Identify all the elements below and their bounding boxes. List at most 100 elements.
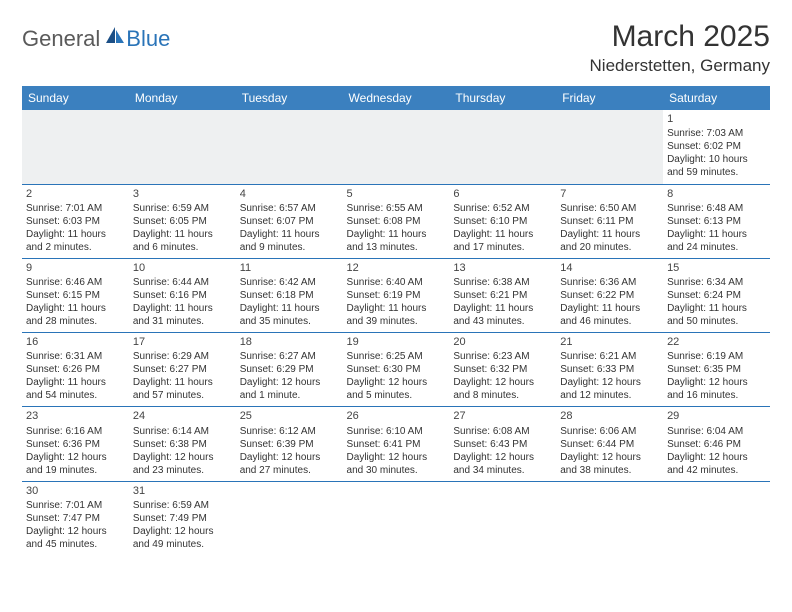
calendar-day-cell: 7Sunrise: 6:50 AMSunset: 6:11 PMDaylight…: [556, 184, 663, 258]
calendar-day-cell: 13Sunrise: 6:38 AMSunset: 6:21 PMDayligh…: [449, 258, 556, 332]
calendar-day-cell: 9Sunrise: 6:46 AMSunset: 6:15 PMDaylight…: [22, 258, 129, 332]
day-number: 4: [240, 187, 339, 201]
sunset-text: Sunset: 6:36 PM: [26, 438, 125, 451]
daylight-text: Daylight: 11 hours: [26, 302, 125, 315]
daylight-text: and 24 minutes.: [667, 241, 766, 254]
sunrise-text: Sunrise: 6:50 AM: [560, 202, 659, 215]
daylight-text: Daylight: 12 hours: [347, 376, 446, 389]
calendar-day-cell: [556, 110, 663, 184]
daylight-text: and 35 minutes.: [240, 315, 339, 328]
sunrise-text: Sunrise: 6:29 AM: [133, 350, 232, 363]
sunrise-text: Sunrise: 6:57 AM: [240, 202, 339, 215]
day-number: 22: [667, 335, 766, 349]
day-number: 19: [347, 335, 446, 349]
calendar-day-cell: 4Sunrise: 6:57 AMSunset: 6:07 PMDaylight…: [236, 184, 343, 258]
daylight-text: Daylight: 11 hours: [453, 228, 552, 241]
sunrise-text: Sunrise: 6:59 AM: [133, 499, 232, 512]
sunset-text: Sunset: 6:44 PM: [560, 438, 659, 451]
sunset-text: Sunset: 7:49 PM: [133, 512, 232, 525]
daylight-text: and 34 minutes.: [453, 464, 552, 477]
day-number: 10: [133, 261, 232, 275]
calendar-day-cell: 31Sunrise: 6:59 AMSunset: 7:49 PMDayligh…: [129, 481, 236, 555]
daylight-text: and 57 minutes.: [133, 389, 232, 402]
logo-sail-icon: [104, 25, 126, 50]
calendar-day-cell: 21Sunrise: 6:21 AMSunset: 6:33 PMDayligh…: [556, 333, 663, 407]
weekday-header: Thursday: [449, 86, 556, 110]
calendar-day-cell: 10Sunrise: 6:44 AMSunset: 6:16 PMDayligh…: [129, 258, 236, 332]
day-number: 7: [560, 187, 659, 201]
day-number: 27: [453, 409, 552, 423]
calendar-day-cell: [556, 481, 663, 555]
calendar-week-row: 9Sunrise: 6:46 AMSunset: 6:15 PMDaylight…: [22, 258, 770, 332]
logo-text-blue: Blue: [126, 26, 170, 52]
calendar-day-cell: 3Sunrise: 6:59 AMSunset: 6:05 PMDaylight…: [129, 184, 236, 258]
calendar-day-cell: 11Sunrise: 6:42 AMSunset: 6:18 PMDayligh…: [236, 258, 343, 332]
sunrise-text: Sunrise: 7:01 AM: [26, 202, 125, 215]
daylight-text: and 5 minutes.: [347, 389, 446, 402]
sunset-text: Sunset: 6:29 PM: [240, 363, 339, 376]
daylight-text: Daylight: 11 hours: [133, 302, 232, 315]
day-number: 9: [26, 261, 125, 275]
calendar-day-cell: [343, 481, 450, 555]
daylight-text: and 9 minutes.: [240, 241, 339, 254]
sunset-text: Sunset: 6:46 PM: [667, 438, 766, 451]
day-number: 21: [560, 335, 659, 349]
sunset-text: Sunset: 6:24 PM: [667, 289, 766, 302]
sunrise-text: Sunrise: 6:19 AM: [667, 350, 766, 363]
day-number: 29: [667, 409, 766, 423]
daylight-text: Daylight: 12 hours: [560, 451, 659, 464]
day-number: 1: [667, 112, 766, 126]
calendar-day-cell: [449, 110, 556, 184]
day-number: 12: [347, 261, 446, 275]
day-number: 3: [133, 187, 232, 201]
calendar-day-cell: 24Sunrise: 6:14 AMSunset: 6:38 PMDayligh…: [129, 407, 236, 481]
sunrise-text: Sunrise: 6:42 AM: [240, 276, 339, 289]
daylight-text: and 17 minutes.: [453, 241, 552, 254]
calendar-week-row: 1Sunrise: 7:03 AMSunset: 6:02 PMDaylight…: [22, 110, 770, 184]
sunset-text: Sunset: 6:02 PM: [667, 140, 766, 153]
logo: General Blue: [22, 26, 170, 52]
daylight-text: Daylight: 11 hours: [560, 228, 659, 241]
calendar-day-cell: [236, 110, 343, 184]
sunrise-text: Sunrise: 6:14 AM: [133, 425, 232, 438]
day-number: 13: [453, 261, 552, 275]
calendar-day-cell: 29Sunrise: 6:04 AMSunset: 6:46 PMDayligh…: [663, 407, 770, 481]
calendar-day-cell: 26Sunrise: 6:10 AMSunset: 6:41 PMDayligh…: [343, 407, 450, 481]
sunrise-text: Sunrise: 6:04 AM: [667, 425, 766, 438]
daylight-text: and 12 minutes.: [560, 389, 659, 402]
daylight-text: and 46 minutes.: [560, 315, 659, 328]
calendar-day-cell: 17Sunrise: 6:29 AMSunset: 6:27 PMDayligh…: [129, 333, 236, 407]
daylight-text: and 59 minutes.: [667, 166, 766, 179]
sunrise-text: Sunrise: 6:48 AM: [667, 202, 766, 215]
sunrise-text: Sunrise: 6:46 AM: [26, 276, 125, 289]
sunset-text: Sunset: 6:11 PM: [560, 215, 659, 228]
daylight-text: Daylight: 12 hours: [667, 376, 766, 389]
sunset-text: Sunset: 6:35 PM: [667, 363, 766, 376]
daylight-text: and 43 minutes.: [453, 315, 552, 328]
calendar-table: SundayMondayTuesdayWednesdayThursdayFrid…: [22, 86, 770, 555]
daylight-text: and 49 minutes.: [133, 538, 232, 551]
sunset-text: Sunset: 6:27 PM: [133, 363, 232, 376]
daylight-text: Daylight: 11 hours: [347, 228, 446, 241]
calendar-week-row: 30Sunrise: 7:01 AMSunset: 7:47 PMDayligh…: [22, 481, 770, 555]
calendar-day-cell: 2Sunrise: 7:01 AMSunset: 6:03 PMDaylight…: [22, 184, 129, 258]
sunrise-text: Sunrise: 6:59 AM: [133, 202, 232, 215]
daylight-text: Daylight: 12 hours: [240, 376, 339, 389]
day-number: 30: [26, 484, 125, 498]
day-number: 15: [667, 261, 766, 275]
weekday-header: Sunday: [22, 86, 129, 110]
sunrise-text: Sunrise: 6:25 AM: [347, 350, 446, 363]
daylight-text: and 16 minutes.: [667, 389, 766, 402]
sunrise-text: Sunrise: 6:55 AM: [347, 202, 446, 215]
daylight-text: Daylight: 11 hours: [26, 376, 125, 389]
daylight-text: Daylight: 11 hours: [240, 302, 339, 315]
calendar-day-cell: 15Sunrise: 6:34 AMSunset: 6:24 PMDayligh…: [663, 258, 770, 332]
calendar-day-cell: 30Sunrise: 7:01 AMSunset: 7:47 PMDayligh…: [22, 481, 129, 555]
daylight-text: Daylight: 11 hours: [347, 302, 446, 315]
day-number: 23: [26, 409, 125, 423]
weekday-header: Friday: [556, 86, 663, 110]
month-title: March 2025: [590, 20, 770, 54]
sunrise-text: Sunrise: 7:01 AM: [26, 499, 125, 512]
sunrise-text: Sunrise: 6:31 AM: [26, 350, 125, 363]
daylight-text: Daylight: 12 hours: [133, 451, 232, 464]
